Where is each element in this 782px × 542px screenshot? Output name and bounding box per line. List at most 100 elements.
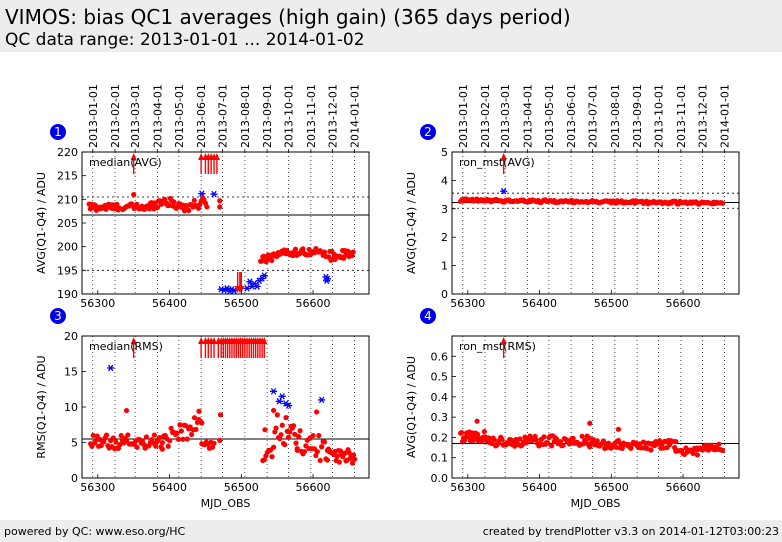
data-point [287, 429, 293, 435]
date-tick-label: 2013-02-01 [109, 84, 122, 148]
axes-frame [451, 335, 740, 479]
date-tick-label: 2013-01-01 [87, 84, 100, 148]
date-tick-label: 2013-09-01 [261, 84, 274, 148]
data-point [549, 443, 555, 449]
data-point [153, 443, 159, 449]
outlier-stroke [500, 187, 507, 195]
data-point [292, 246, 299, 252]
x-tick-label: 56500 [594, 481, 629, 494]
y-tick-label: 0 [441, 288, 448, 301]
data-point [297, 428, 303, 434]
data-point [143, 434, 150, 440]
data-point [615, 426, 622, 432]
y-axis-label: RMS(Q1-Q4) / ADU [35, 355, 48, 458]
data-point [336, 459, 342, 465]
data-point [175, 436, 182, 442]
out-of-range-arrow-up [130, 153, 137, 174]
trend-plot: 2013-01-01 2013-02-01 2013-03-01 2013-04-01… [35, 84, 740, 510]
panel-badge [420, 124, 436, 140]
data-point [199, 420, 205, 426]
date-tick-label: 2013-05-01 [173, 84, 186, 148]
data-point [282, 442, 288, 448]
arrow-head [500, 153, 507, 160]
data-point [527, 433, 533, 439]
series-label: median(RMS) [89, 340, 163, 353]
data-point [694, 452, 700, 458]
date-tick-label: 2014-01-01 [349, 84, 362, 148]
x-tick-label: 56400 [152, 297, 187, 310]
arrow-head [198, 153, 205, 160]
panel-badge [50, 124, 66, 140]
data-point [293, 440, 299, 446]
outlier-point [278, 393, 286, 400]
y-tick-label: 1 [441, 260, 448, 273]
data-point [464, 434, 471, 440]
data-point [269, 454, 275, 460]
panel-number: 3 [54, 309, 62, 323]
data-point [342, 450, 348, 456]
outlier-stroke [199, 190, 205, 197]
data-point [306, 246, 312, 253]
data-point [167, 438, 173, 444]
data-point [481, 429, 487, 435]
y-tick-label: 2 [441, 231, 448, 244]
data-point [648, 447, 654, 453]
data-point [334, 453, 340, 459]
data-point [486, 435, 492, 441]
data-point [292, 431, 298, 437]
y-tick-label: 210 [57, 193, 78, 206]
data-point [579, 433, 585, 439]
page-subtitle: QC data range: 2013-01-01 ... 2014-01-02 [5, 30, 365, 50]
data-point [719, 200, 726, 206]
data-point [277, 436, 283, 442]
data-point [499, 436, 505, 442]
data-point [217, 437, 223, 443]
y-tick-label: 220 [57, 146, 78, 159]
arrow-head [500, 337, 507, 344]
y-tick-label: 5 [71, 437, 78, 450]
date-tick-label: 2013-02-01 [479, 84, 492, 148]
y-tick-label: 0.1 [431, 452, 449, 465]
data-point [196, 408, 202, 414]
y-tick-label: 5 [441, 146, 448, 159]
x-tick-label: 56400 [152, 481, 187, 494]
data-point [570, 435, 576, 442]
outlier-point [198, 190, 206, 197]
outlier-stroke [318, 396, 325, 404]
data-point [316, 432, 322, 439]
outlier-stroke [261, 272, 267, 279]
y-tick-label: 200 [57, 241, 78, 254]
data-point [317, 457, 323, 464]
y-axis-label: AVG(Q1-Q4) / ADU [405, 172, 418, 274]
footer-powered-by: powered by QC: www.eso.org/HC [4, 525, 186, 538]
data-point [165, 443, 171, 449]
chart-panel-1: 2013-01-01 2013-02-01 2013-03-01 2013-04-01… [35, 84, 370, 310]
panel-number: 2 [424, 125, 432, 139]
data-point [103, 432, 110, 438]
data-point [279, 422, 285, 428]
data-point [261, 253, 267, 259]
y-tick-label: 4 [441, 174, 448, 187]
date-tick-label: 2013-05-01 [543, 84, 556, 148]
data-point [204, 204, 210, 210]
data-point [458, 430, 465, 436]
x-axis-label: MJD_OBS [201, 497, 251, 510]
date-tick-label: 2013-10-01 [653, 84, 666, 148]
y-tick-label: 0.5 [431, 371, 449, 384]
data-point [177, 422, 183, 428]
date-tick-label: 2013-07-01 [217, 84, 230, 148]
y-tick-label: 0.4 [431, 391, 449, 404]
arrow-head [213, 153, 220, 160]
y-tick-label: 195 [57, 264, 78, 277]
data-point [273, 425, 279, 431]
x-tick-label: 56600 [296, 297, 331, 310]
data-point [690, 450, 696, 457]
outlier-stroke [108, 364, 114, 372]
data-point [568, 440, 574, 446]
data-point [269, 257, 275, 264]
arrow-head [130, 337, 137, 344]
outlier-point [230, 287, 238, 294]
data-point [184, 436, 190, 442]
outlier-point [253, 283, 261, 290]
data-point [350, 249, 356, 255]
